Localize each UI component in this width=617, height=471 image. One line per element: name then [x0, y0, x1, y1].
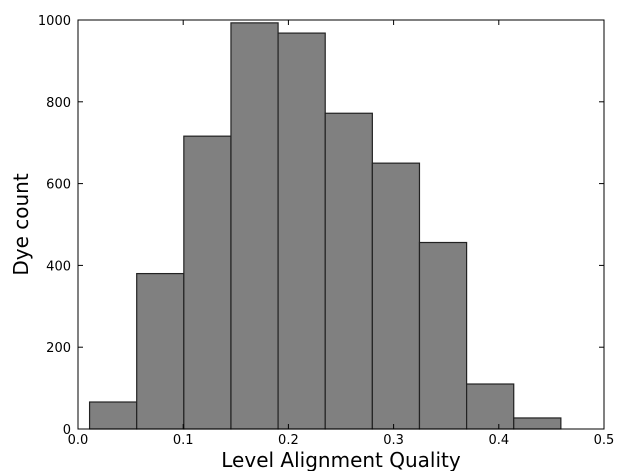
x-tick-label: 0.1 — [173, 433, 194, 448]
histogram-bar — [90, 402, 137, 429]
y-tick-label: 200 — [46, 341, 71, 356]
histogram-bar — [278, 33, 325, 429]
x-tick-label: 0.4 — [488, 433, 509, 448]
bars-layer — [90, 23, 561, 429]
x-axis-title: Level Alignment Quality — [221, 448, 461, 471]
y-tick-label: 0 — [63, 423, 71, 438]
histogram-bar — [137, 274, 184, 429]
histogram-bar — [419, 242, 466, 429]
y-tick-label: 400 — [46, 259, 71, 274]
histogram-bar — [231, 23, 278, 429]
histogram-bar — [467, 384, 514, 429]
y-tick-label: 1000 — [38, 14, 71, 29]
y-tick-label: 800 — [46, 96, 71, 111]
histogram-bar — [372, 163, 419, 429]
x-tick-label: 0.3 — [383, 433, 404, 448]
histogram-bar — [514, 418, 561, 429]
x-tick-label: 0.5 — [594, 433, 615, 448]
histogram-bar — [325, 113, 372, 429]
histogram-bar — [184, 136, 231, 429]
y-axis-title: Dye count — [9, 173, 33, 275]
y-tick-label: 600 — [46, 178, 71, 193]
x-tick-label: 0.2 — [278, 433, 299, 448]
